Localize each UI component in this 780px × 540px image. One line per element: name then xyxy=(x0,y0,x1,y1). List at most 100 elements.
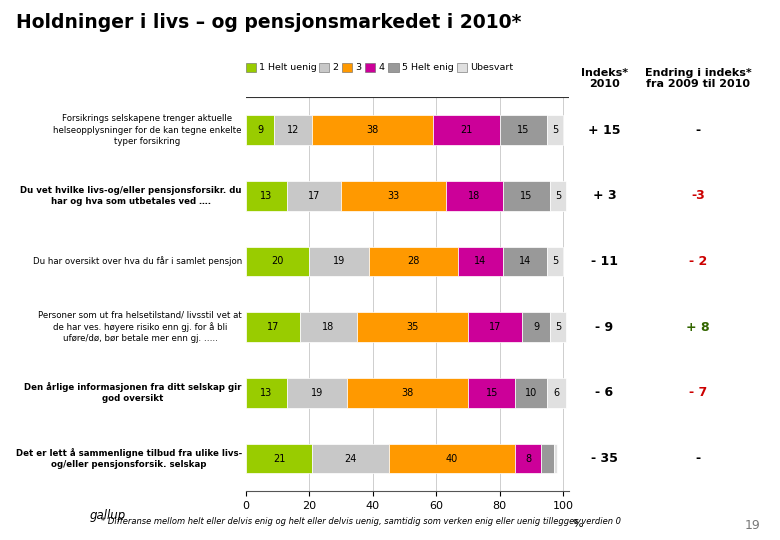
Bar xyxy=(287,181,341,211)
Text: 15: 15 xyxy=(520,191,533,201)
Bar xyxy=(499,115,548,145)
Text: Ubesvart: Ubesvart xyxy=(470,63,513,72)
Bar xyxy=(347,378,468,408)
Bar xyxy=(516,378,548,408)
Bar xyxy=(275,115,312,145)
Text: - 9: - 9 xyxy=(595,321,614,334)
Text: 8: 8 xyxy=(525,454,531,463)
Text: - 6: - 6 xyxy=(595,386,614,400)
Text: 17: 17 xyxy=(308,191,320,201)
Text: 17: 17 xyxy=(488,322,501,332)
Text: -: - xyxy=(696,452,700,465)
Text: - 2: - 2 xyxy=(689,255,707,268)
Text: - 11: - 11 xyxy=(591,255,618,268)
Text: 5: 5 xyxy=(552,256,558,266)
Text: 1 Helt uenig: 1 Helt uenig xyxy=(259,63,317,72)
Bar xyxy=(370,247,459,276)
Text: Holdninger i livs – og pensjonsmarkedet i 2010*: Holdninger i livs – og pensjonsmarkedet … xyxy=(16,14,521,32)
Bar xyxy=(312,444,388,474)
Bar xyxy=(309,247,370,276)
Text: Du har oversikt over hva du får i samlet pensjon: Du har oversikt over hva du får i samlet… xyxy=(33,256,242,266)
Text: 3: 3 xyxy=(355,63,361,72)
Text: tns: tns xyxy=(28,508,53,521)
Bar xyxy=(541,444,554,474)
Bar xyxy=(445,181,503,211)
Text: 21: 21 xyxy=(273,454,285,463)
Text: * Differanse mellom helt eller delvis enig og helt eller delvis uenig, samtidig : * Differanse mellom helt eller delvis en… xyxy=(101,517,622,526)
Bar xyxy=(246,247,309,276)
Bar xyxy=(503,181,551,211)
Text: 5 Helt enig: 5 Helt enig xyxy=(402,63,453,72)
Text: 15: 15 xyxy=(485,388,498,398)
Bar xyxy=(548,115,563,145)
Text: 9: 9 xyxy=(533,322,539,332)
Text: 17: 17 xyxy=(267,322,279,332)
Bar xyxy=(388,444,516,474)
Text: 33: 33 xyxy=(387,191,399,201)
Bar xyxy=(554,444,557,474)
Bar xyxy=(459,247,503,276)
Text: -3: -3 xyxy=(691,189,705,202)
Bar xyxy=(548,378,566,408)
Bar xyxy=(551,312,566,342)
Text: 14: 14 xyxy=(519,256,531,266)
Text: 13: 13 xyxy=(261,388,272,398)
Text: - 35: - 35 xyxy=(591,452,618,465)
Bar xyxy=(246,312,300,342)
Text: 10: 10 xyxy=(525,388,537,398)
Bar xyxy=(356,312,468,342)
Bar xyxy=(246,181,287,211)
Bar xyxy=(516,444,541,474)
Text: 6: 6 xyxy=(554,388,560,398)
Text: Den årlige informasjonen fra ditt selskap gir
god oversikt: Den årlige informasjonen fra ditt selska… xyxy=(24,382,242,403)
Bar xyxy=(312,115,433,145)
Text: 35: 35 xyxy=(406,322,419,332)
Text: 14: 14 xyxy=(474,256,487,266)
Bar xyxy=(551,181,566,211)
Text: 5: 5 xyxy=(555,191,562,201)
Text: + 8: + 8 xyxy=(686,321,710,334)
Text: 12: 12 xyxy=(287,125,300,135)
Text: Forsikrings selskapene trenger aktuelle
helseopplysninger for de kan tegne enkel: Forsikrings selskapene trenger aktuelle … xyxy=(53,114,242,146)
Text: 19: 19 xyxy=(311,388,323,398)
Bar xyxy=(548,247,563,276)
Text: gallup: gallup xyxy=(90,509,126,522)
Text: 40: 40 xyxy=(446,454,458,463)
Text: - 7: - 7 xyxy=(689,386,707,400)
Text: 15: 15 xyxy=(517,125,530,135)
Bar xyxy=(341,181,445,211)
Bar xyxy=(433,115,499,145)
Text: 13: 13 xyxy=(261,191,272,201)
Bar xyxy=(300,312,356,342)
Text: 5: 5 xyxy=(552,125,558,135)
Bar xyxy=(503,247,548,276)
Text: Endring i indeks*
fra 2009 til 2010: Endring i indeks* fra 2009 til 2010 xyxy=(645,68,751,89)
Text: Det er lett å sammenligne tilbud fra ulike livs-
og/eller pensjonsforsik. selska: Det er lett å sammenligne tilbud fra uli… xyxy=(16,448,242,469)
Text: 19: 19 xyxy=(333,256,346,266)
Text: 21: 21 xyxy=(460,125,473,135)
Text: 28: 28 xyxy=(408,256,420,266)
Text: 18: 18 xyxy=(322,322,335,332)
Text: + 3: + 3 xyxy=(593,189,616,202)
Bar xyxy=(246,115,275,145)
Text: 20: 20 xyxy=(271,256,284,266)
Bar xyxy=(468,312,522,342)
Text: 24: 24 xyxy=(344,454,356,463)
Bar xyxy=(246,378,287,408)
Text: -: - xyxy=(696,124,700,137)
Text: Indeks*
2010: Indeks* 2010 xyxy=(581,68,628,89)
Text: 2: 2 xyxy=(332,63,338,72)
Text: 4: 4 xyxy=(378,63,385,72)
Text: + 15: + 15 xyxy=(588,124,621,137)
Text: 19: 19 xyxy=(745,519,760,532)
Text: 9: 9 xyxy=(257,125,263,135)
Bar xyxy=(522,312,551,342)
Bar xyxy=(287,378,347,408)
Text: Du vet hvilke livs-og/eller pensjonsforsikr. du
har og hva som utbetales ved ….: Du vet hvilke livs-og/eller pensjonsfors… xyxy=(20,186,242,206)
Bar xyxy=(468,378,516,408)
Text: 18: 18 xyxy=(468,191,480,201)
Text: Personer som ut fra helsetilstand/ livsstil vet at
de har ves. høyere risiko enn: Personer som ut fra helsetilstand/ livss… xyxy=(38,311,242,343)
Text: %: % xyxy=(573,519,583,529)
Text: 38: 38 xyxy=(367,125,379,135)
Text: 38: 38 xyxy=(402,388,413,398)
